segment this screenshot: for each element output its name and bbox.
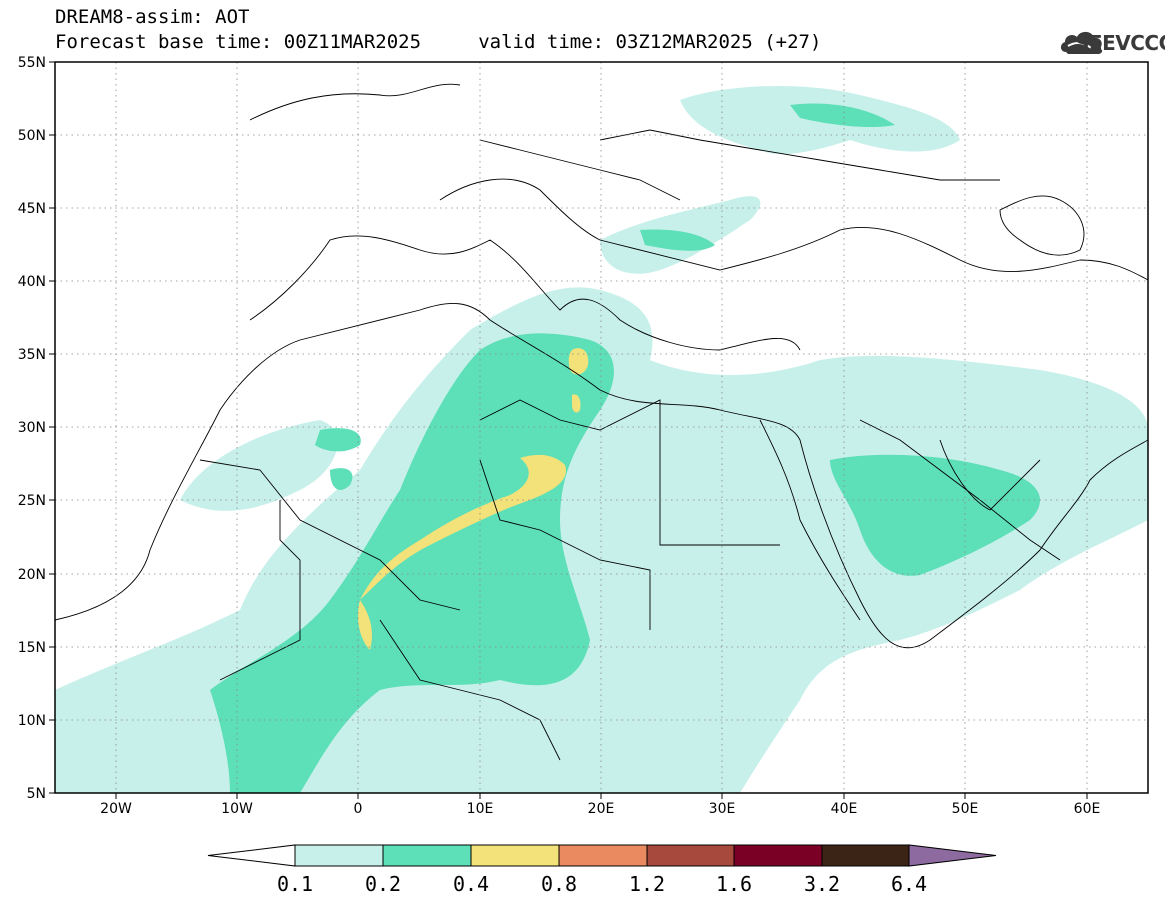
- colorbar-segment: [733, 844, 823, 867]
- lon-label: 30E: [709, 801, 736, 817]
- colorbar-label: 6.4: [891, 872, 927, 896]
- lat-label: 5N: [27, 786, 46, 802]
- lon-label: 10E: [467, 801, 494, 817]
- cloud-logo-icon: [1060, 31, 1109, 54]
- colorbar-label: 3.2: [804, 872, 840, 896]
- aot-fields: [55, 85, 1148, 793]
- colorbar-label: 1.6: [716, 872, 752, 896]
- colorbar-segment: [558, 844, 648, 867]
- lon-label: 60E: [1074, 801, 1101, 817]
- lon-label: 40E: [831, 801, 858, 817]
- lat-label: 55N: [18, 55, 46, 71]
- lat-label: 20N: [18, 567, 46, 583]
- forecast-time-line: Forecast base time: 00Z11MAR2025 valid t…: [55, 31, 822, 53]
- aot-0.4-0.8-area: [358, 348, 589, 650]
- aot-0.2-0.4-area: [210, 103, 1040, 793]
- lat-label: 35N: [18, 347, 46, 363]
- lat-label: 50N: [18, 128, 46, 144]
- colorbar-over-triangle: [908, 844, 997, 867]
- lon-label: 0: [354, 801, 363, 817]
- colorbar-label: 0.4: [453, 872, 489, 896]
- coastlines: [55, 83, 1148, 761]
- lat-label: 15N: [18, 640, 46, 656]
- colorbar-under-triangle: [207, 844, 296, 867]
- colorbar-label: 1.2: [629, 872, 665, 896]
- colorbar: 0.1 0.2 0.4 0.8 1.2 1.6 3.2 6.4: [207, 844, 997, 896]
- lon-label: 20W: [100, 801, 132, 817]
- lat-label: 30N: [18, 420, 46, 436]
- lon-label: 50E: [952, 801, 979, 817]
- colorbar-segment: [646, 844, 735, 867]
- graticule: [55, 62, 1148, 793]
- lon-label: 10W: [221, 801, 253, 817]
- lat-label: 40N: [18, 274, 46, 290]
- lat-label: 25N: [18, 493, 46, 509]
- colorbar-segment: [470, 844, 560, 867]
- colorbar-segment: [821, 844, 910, 867]
- lat-label: 45N: [18, 201, 46, 217]
- map-title: DREAM8-assim: AOT: [55, 6, 250, 28]
- colorbar-label: 0.1: [277, 872, 313, 896]
- colorbar-label: 0.2: [365, 872, 401, 896]
- colorbar-label: 0.8: [541, 872, 577, 896]
- colorbar-segment: [382, 844, 472, 867]
- lat-label: 10N: [18, 713, 46, 729]
- colorbar-segment: [294, 844, 384, 867]
- latitude-labels: 55N 50N 45N 40N 35N 30N 25N 20N 15N 10N …: [18, 55, 46, 802]
- longitude-labels: 20W 10W 0 10E 20E 30E 40E 50E 60E: [100, 801, 1100, 817]
- tick-marks: [49, 61, 1088, 799]
- logo-text: SEEVCCC: [1075, 31, 1165, 55]
- lon-label: 20E: [588, 801, 615, 817]
